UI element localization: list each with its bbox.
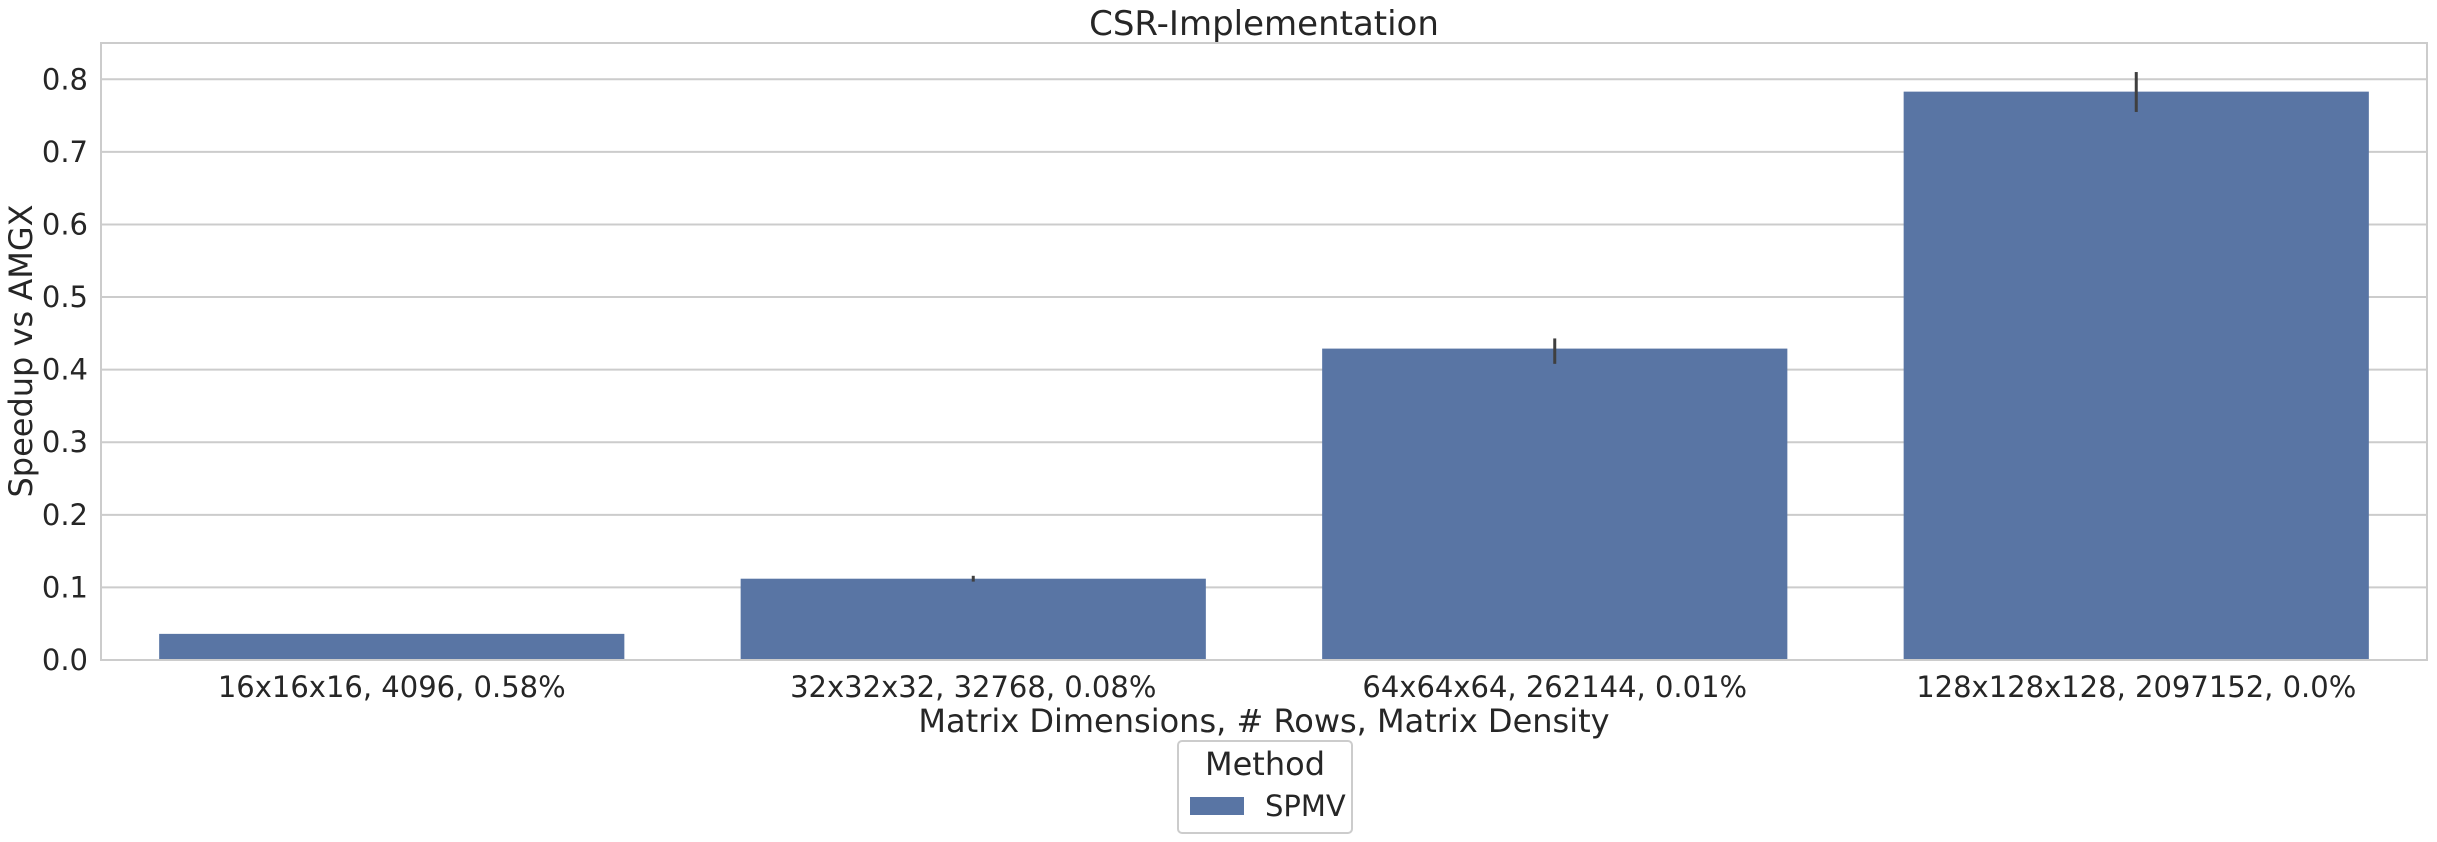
y-tick-label: 0.3 xyxy=(42,425,88,459)
bar-spmv xyxy=(159,633,625,660)
chart-title: CSR-Implementation xyxy=(1089,4,1439,44)
legend: Method SPMV xyxy=(1177,740,1353,834)
legend-label-spmv: SPMV xyxy=(1265,789,1346,823)
x-tick-label: 32x32x32, 32768, 0.08% xyxy=(790,670,1156,704)
x-tick-label: 16x16x16, 4096, 0.58% xyxy=(218,670,566,704)
plot-frame xyxy=(100,42,2428,661)
axes-layer: 0.0 0.1 0.2 0.3 0.4 0.5 0.6 0.7 0.8 16x16x16, 409… xyxy=(42,42,2428,704)
y-axis-label: Speedup vs AMGX xyxy=(2,204,40,497)
grid-layer xyxy=(101,78,2427,661)
y-tick-label: 0.7 xyxy=(42,135,88,169)
bars-layer xyxy=(159,91,2369,661)
x-tick-label: 64x64x64, 262144, 0.01% xyxy=(1362,670,1747,704)
y-tick-label: 0.6 xyxy=(42,207,88,241)
y-tick-label: 0.8 xyxy=(42,62,88,96)
y-tick-label: 0.2 xyxy=(42,498,88,532)
y-tick-label: 0.1 xyxy=(42,570,88,604)
x-tick-label: 128x128x128, 2097152, 0.0% xyxy=(1916,670,2356,704)
y-tick-label: 0.0 xyxy=(42,643,88,677)
bar-spmv xyxy=(1903,91,2369,661)
x-axis-label: Matrix Dimensions, # Rows, Matrix Densit… xyxy=(918,702,1609,740)
legend-title: Method xyxy=(1205,745,1325,783)
bar-spmv xyxy=(740,578,1206,660)
y-tick-label: 0.5 xyxy=(42,280,88,314)
bar-spmv xyxy=(1322,348,1788,660)
legend-swatch-spmv xyxy=(1190,797,1244,815)
error-bars-layer xyxy=(971,72,2138,582)
y-tick-label: 0.4 xyxy=(42,353,88,387)
